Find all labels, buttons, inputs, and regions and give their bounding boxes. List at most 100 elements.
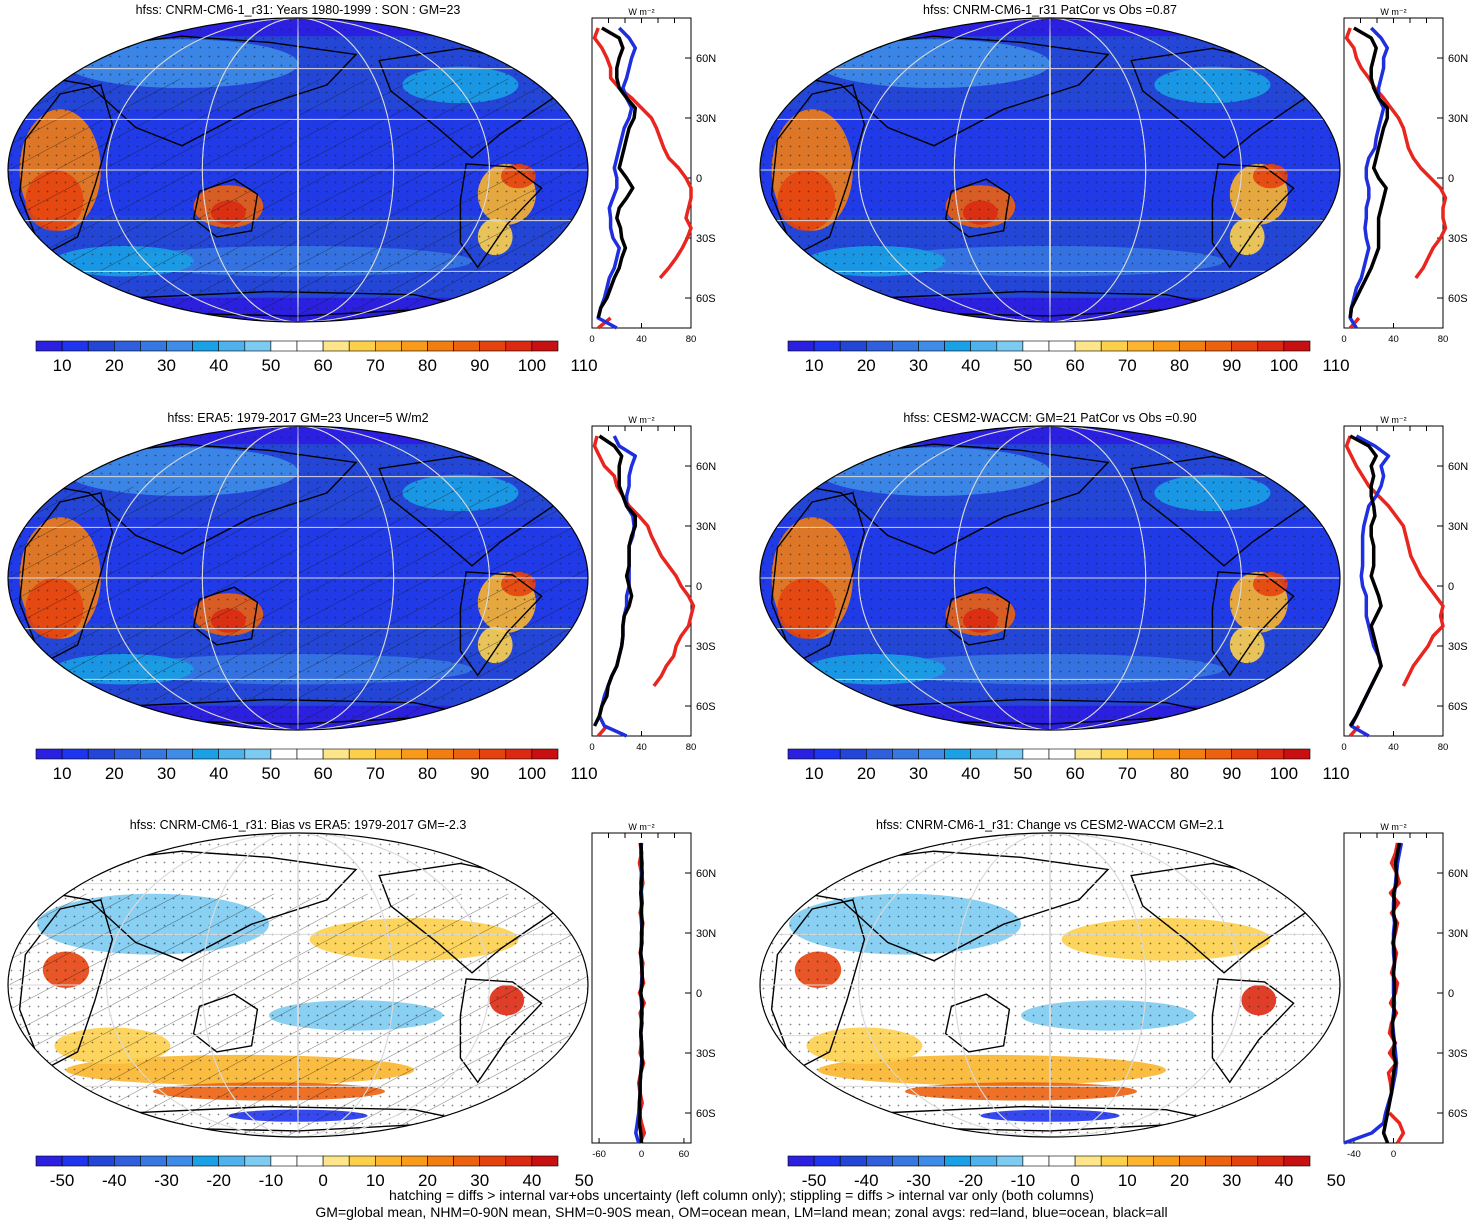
zonal-lat-label: 30N: [696, 113, 716, 125]
colorbar-box: [892, 748, 919, 760]
colorbar-box: [87, 1155, 115, 1167]
panel-p1: hfss: CNRM-CM6-1_r31: Years 1980-1999 : …: [7, 3, 716, 375]
zonal-line-ocean: [596, 26, 638, 330]
colorbar-box: [218, 1155, 246, 1167]
colorbar-box: [787, 1155, 815, 1167]
colorbar-box: [839, 340, 867, 352]
zonal-x-tick-label: 80: [1438, 742, 1449, 753]
colorbar-tick-label: 60: [314, 356, 333, 375]
colorbar-box: [322, 340, 350, 352]
zonal-x-tick-label: 80: [686, 742, 697, 753]
colorbar: 10 20 30 40 50 60 70 80 90 100 110: [35, 748, 598, 783]
zonal-x-tick-label: 40: [636, 742, 647, 753]
map-field: [8, 833, 588, 1137]
zonal-lat-label: 60S: [696, 293, 716, 305]
colorbar-box: [839, 748, 867, 760]
colorbar-tick-label: 20: [857, 764, 876, 783]
colorbar-box: [531, 340, 559, 352]
zonal-x-tick-label: 0: [1391, 1149, 1396, 1160]
longitude-gridline: [858, 426, 1242, 730]
colorbar-tick-label: -50: [50, 1171, 75, 1190]
coastline: [770, 492, 866, 665]
panel-p3: hfss: ERA5: 1979-2017 GM=23 Uncer=5 W/m2…: [7, 411, 716, 783]
colorbar-tick-label: 50: [1013, 356, 1032, 375]
colorbar: 10 20 30 40 50 60 70 80 90 100 110: [35, 340, 598, 375]
colorbar-box: [296, 748, 324, 760]
zonal-lat-label: 30S: [1448, 233, 1468, 245]
colorbar-box: [996, 1155, 1024, 1167]
colorbar-box: [35, 1155, 63, 1167]
colorbar-tick-label: 40: [209, 356, 228, 375]
zonal-mean-plot: W m⁻² 0 40 80 60N 30N 0 30S 60S: [589, 7, 716, 345]
colorbar-box: [1126, 1155, 1154, 1167]
colorbar-box: [970, 1155, 998, 1167]
zonal-lat-label: 30S: [696, 233, 716, 245]
colorbar-box: [114, 340, 141, 352]
coastline: [192, 178, 259, 238]
colorbar-box: [453, 340, 481, 352]
zonal-lat-label: 0: [1448, 581, 1454, 593]
zonal-x-tick-label: 0: [1341, 742, 1346, 753]
colorbar-box: [348, 340, 376, 352]
colorbar-box: [531, 1155, 559, 1167]
longitude-gridline: [297, 833, 299, 1137]
colorbar-box: [892, 1155, 919, 1167]
coastline: [18, 899, 114, 1072]
colorbar-tick-label: 0: [1070, 1171, 1079, 1190]
colorbar-tick-label: 80: [418, 764, 437, 783]
colorbar-box: [996, 340, 1024, 352]
zonal-unit-label: W m⁻²: [1380, 415, 1406, 425]
colorbar-tick-label: 110: [571, 356, 598, 375]
longitude-gridline: [953, 18, 1147, 322]
colorbar-tick-label: 30: [157, 764, 176, 783]
map-outline: [7, 425, 589, 731]
colorbar-box: [348, 748, 376, 760]
colorbar-tick-label: 0: [318, 1171, 327, 1190]
colorbar-tick-label: 100: [518, 764, 546, 783]
colorbar-box: [1205, 340, 1233, 352]
longitude-gridline: [953, 833, 1147, 1137]
zonal-unit-label: W m⁻²: [1380, 7, 1406, 17]
zonal-lat-label: 60S: [1448, 293, 1468, 305]
zonal-x-tick-label: 60: [679, 1149, 690, 1160]
colorbar-tick-label: 10: [366, 1171, 385, 1190]
colorbar-box: [1048, 340, 1076, 352]
colorbar-box: [374, 1155, 402, 1167]
colorbar-tick-label: -10: [259, 1171, 284, 1190]
colorbar-box: [1257, 748, 1285, 760]
zonal-lat-label: 30S: [696, 641, 716, 653]
map-outline: [759, 425, 1341, 731]
colorbar-box: [1257, 340, 1285, 352]
colorbar-box: [1179, 340, 1206, 352]
panel-title: hfss: ERA5: 1979-2017 GM=23 Uncer=5 W/m2: [167, 411, 428, 425]
zonal-lat-label: 0: [696, 173, 702, 185]
colorbar-box: [1048, 748, 1076, 760]
panel-title: hfss: CNRM-CM6-1_r31 PatCor vs Obs =0.87: [923, 3, 1177, 17]
colorbar-box: [918, 1155, 945, 1167]
colorbar-tick-label: 70: [366, 356, 385, 375]
longitude-gridline: [106, 18, 490, 322]
coastline: [770, 84, 866, 257]
colorbar-box: [918, 340, 945, 352]
panel-title: hfss: CESM2-WACCM: GM=21 PatCor vs Obs =…: [903, 411, 1196, 425]
panel-title: hfss: CNRM-CM6-1_r31: Change vs CESM2-WA…: [876, 818, 1224, 832]
zonal-lat-label: 60S: [1448, 701, 1468, 713]
colorbar-tick-label: 40: [1274, 1171, 1293, 1190]
colorbar-box: [813, 748, 841, 760]
zonal-x-tick-label: 80: [1438, 334, 1449, 345]
colorbar-box: [453, 748, 481, 760]
coastline: [192, 586, 259, 646]
zonal-mean-plot: W m⁻² 0 40 80 60N 30N 0 30S 60S: [1341, 7, 1468, 345]
colorbar-box: [970, 748, 998, 760]
panel-p2: hfss: CNRM-CM6-1_r31 PatCor vs Obs =0.87…: [759, 3, 1468, 375]
zonal-lat-label: 30S: [696, 1048, 716, 1060]
colorbar-tick-label: 90: [1222, 764, 1241, 783]
panel-title: hfss: CNRM-CM6-1_r31: Years 1980-1999 : …: [136, 3, 461, 17]
colorbar-tick-label: 30: [909, 764, 928, 783]
coastline: [1211, 978, 1295, 1084]
colorbar-box: [1048, 1155, 1076, 1167]
colorbar-tick-label: -20: [958, 1171, 983, 1190]
zonal-lat-label: 60N: [696, 461, 716, 473]
colorbar-box: [166, 1155, 193, 1167]
colorbar-box: [1126, 340, 1154, 352]
